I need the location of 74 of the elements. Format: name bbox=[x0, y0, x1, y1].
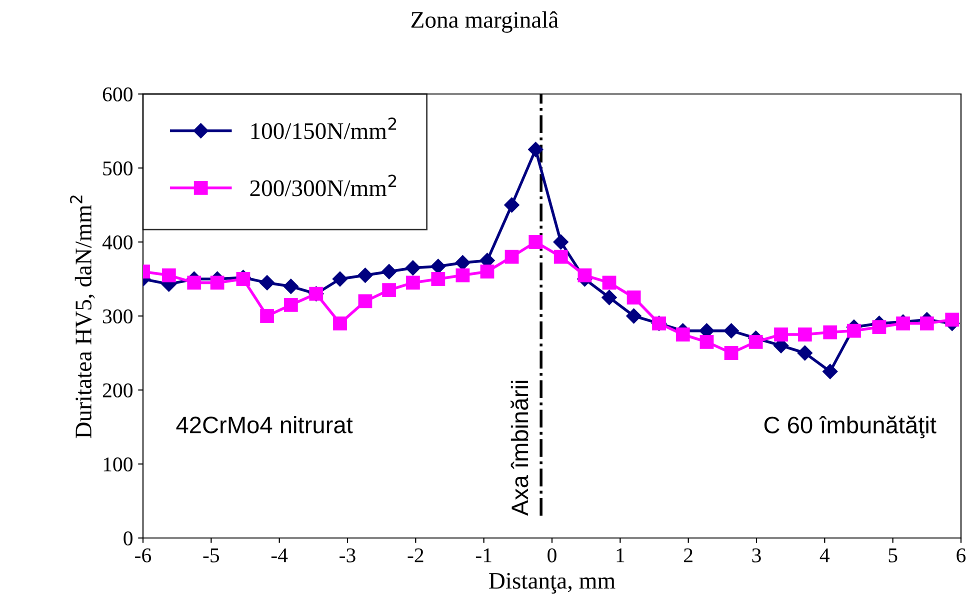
point bbox=[260, 309, 274, 323]
point bbox=[455, 255, 470, 270]
point bbox=[187, 276, 202, 290]
y-tick-label: 300 bbox=[103, 309, 132, 324]
point bbox=[724, 323, 739, 338]
x-tick-label: 0 bbox=[548, 548, 556, 562]
x-tick-label: 6 bbox=[956, 548, 966, 562]
point bbox=[774, 328, 788, 342]
point bbox=[284, 298, 298, 312]
point bbox=[358, 268, 373, 283]
point bbox=[920, 316, 934, 330]
point bbox=[333, 316, 347, 330]
point bbox=[406, 276, 420, 290]
point bbox=[945, 312, 960, 327]
y-tick-label: 100 bbox=[104, 457, 132, 472]
point bbox=[358, 294, 372, 308]
point bbox=[822, 364, 838, 380]
point bbox=[430, 258, 446, 274]
x-tick-label: 4 bbox=[820, 548, 830, 562]
point bbox=[236, 272, 250, 286]
point bbox=[382, 264, 397, 280]
ref-line-label: Axa îmbinării bbox=[510, 380, 528, 516]
point bbox=[528, 142, 544, 158]
point bbox=[332, 271, 348, 287]
point bbox=[504, 197, 520, 213]
y-tick-label: 400 bbox=[102, 235, 132, 250]
x-tick-label: 5 bbox=[888, 548, 898, 562]
y-tick-label: 500 bbox=[103, 161, 132, 176]
x-tick-label: -5 bbox=[203, 548, 220, 562]
x-tick-label: -4 bbox=[271, 548, 288, 562]
y-tick-label: 0 bbox=[124, 531, 132, 546]
x-tick-label: 3 bbox=[752, 548, 761, 562]
x-tick-label: 2 bbox=[684, 548, 692, 562]
point bbox=[405, 260, 421, 276]
point bbox=[528, 235, 543, 249]
x-axis-title: Distanţa, mm bbox=[489, 572, 616, 594]
point bbox=[259, 275, 275, 290]
chart-title: Zona marginalâ bbox=[411, 11, 558, 33]
point bbox=[748, 334, 763, 349]
y-tick-label: 200 bbox=[102, 383, 132, 398]
y-tick-label: 600 bbox=[102, 87, 132, 102]
x-tick-label: -1 bbox=[476, 548, 492, 562]
annotation: C 60 îmbunătăţit bbox=[764, 416, 936, 438]
point bbox=[382, 283, 396, 298]
point bbox=[797, 345, 812, 361]
point bbox=[700, 334, 714, 349]
point bbox=[602, 276, 616, 290]
point bbox=[724, 346, 738, 360]
point bbox=[872, 320, 886, 334]
point bbox=[554, 250, 568, 264]
point bbox=[798, 328, 812, 342]
point bbox=[504, 250, 519, 264]
point bbox=[553, 234, 568, 250]
point bbox=[162, 268, 176, 282]
y-axis-title: Duritatea HV5, daN/mm$^{2}$ bbox=[70, 196, 95, 438]
point bbox=[456, 268, 470, 282]
point bbox=[676, 328, 690, 342]
point bbox=[480, 264, 494, 279]
point bbox=[431, 272, 446, 286]
x-tick-label: 1 bbox=[616, 548, 624, 562]
point bbox=[847, 324, 861, 338]
legend-label: 100/150N/mm$^{2}$ bbox=[251, 118, 396, 140]
point bbox=[626, 290, 641, 304]
point bbox=[210, 276, 224, 290]
x-tick-label: -3 bbox=[340, 548, 356, 562]
legend-label: 200/300N/mm$^{2}$ bbox=[250, 174, 396, 196]
point bbox=[602, 290, 617, 306]
x-tick-label: -6 bbox=[135, 548, 152, 562]
x-tick-label: -2 bbox=[408, 548, 424, 562]
annotation: 42CrMo4 nitrurat bbox=[176, 416, 353, 434]
point bbox=[823, 325, 838, 340]
point bbox=[578, 268, 592, 282]
point bbox=[626, 308, 642, 324]
point bbox=[283, 278, 298, 294]
